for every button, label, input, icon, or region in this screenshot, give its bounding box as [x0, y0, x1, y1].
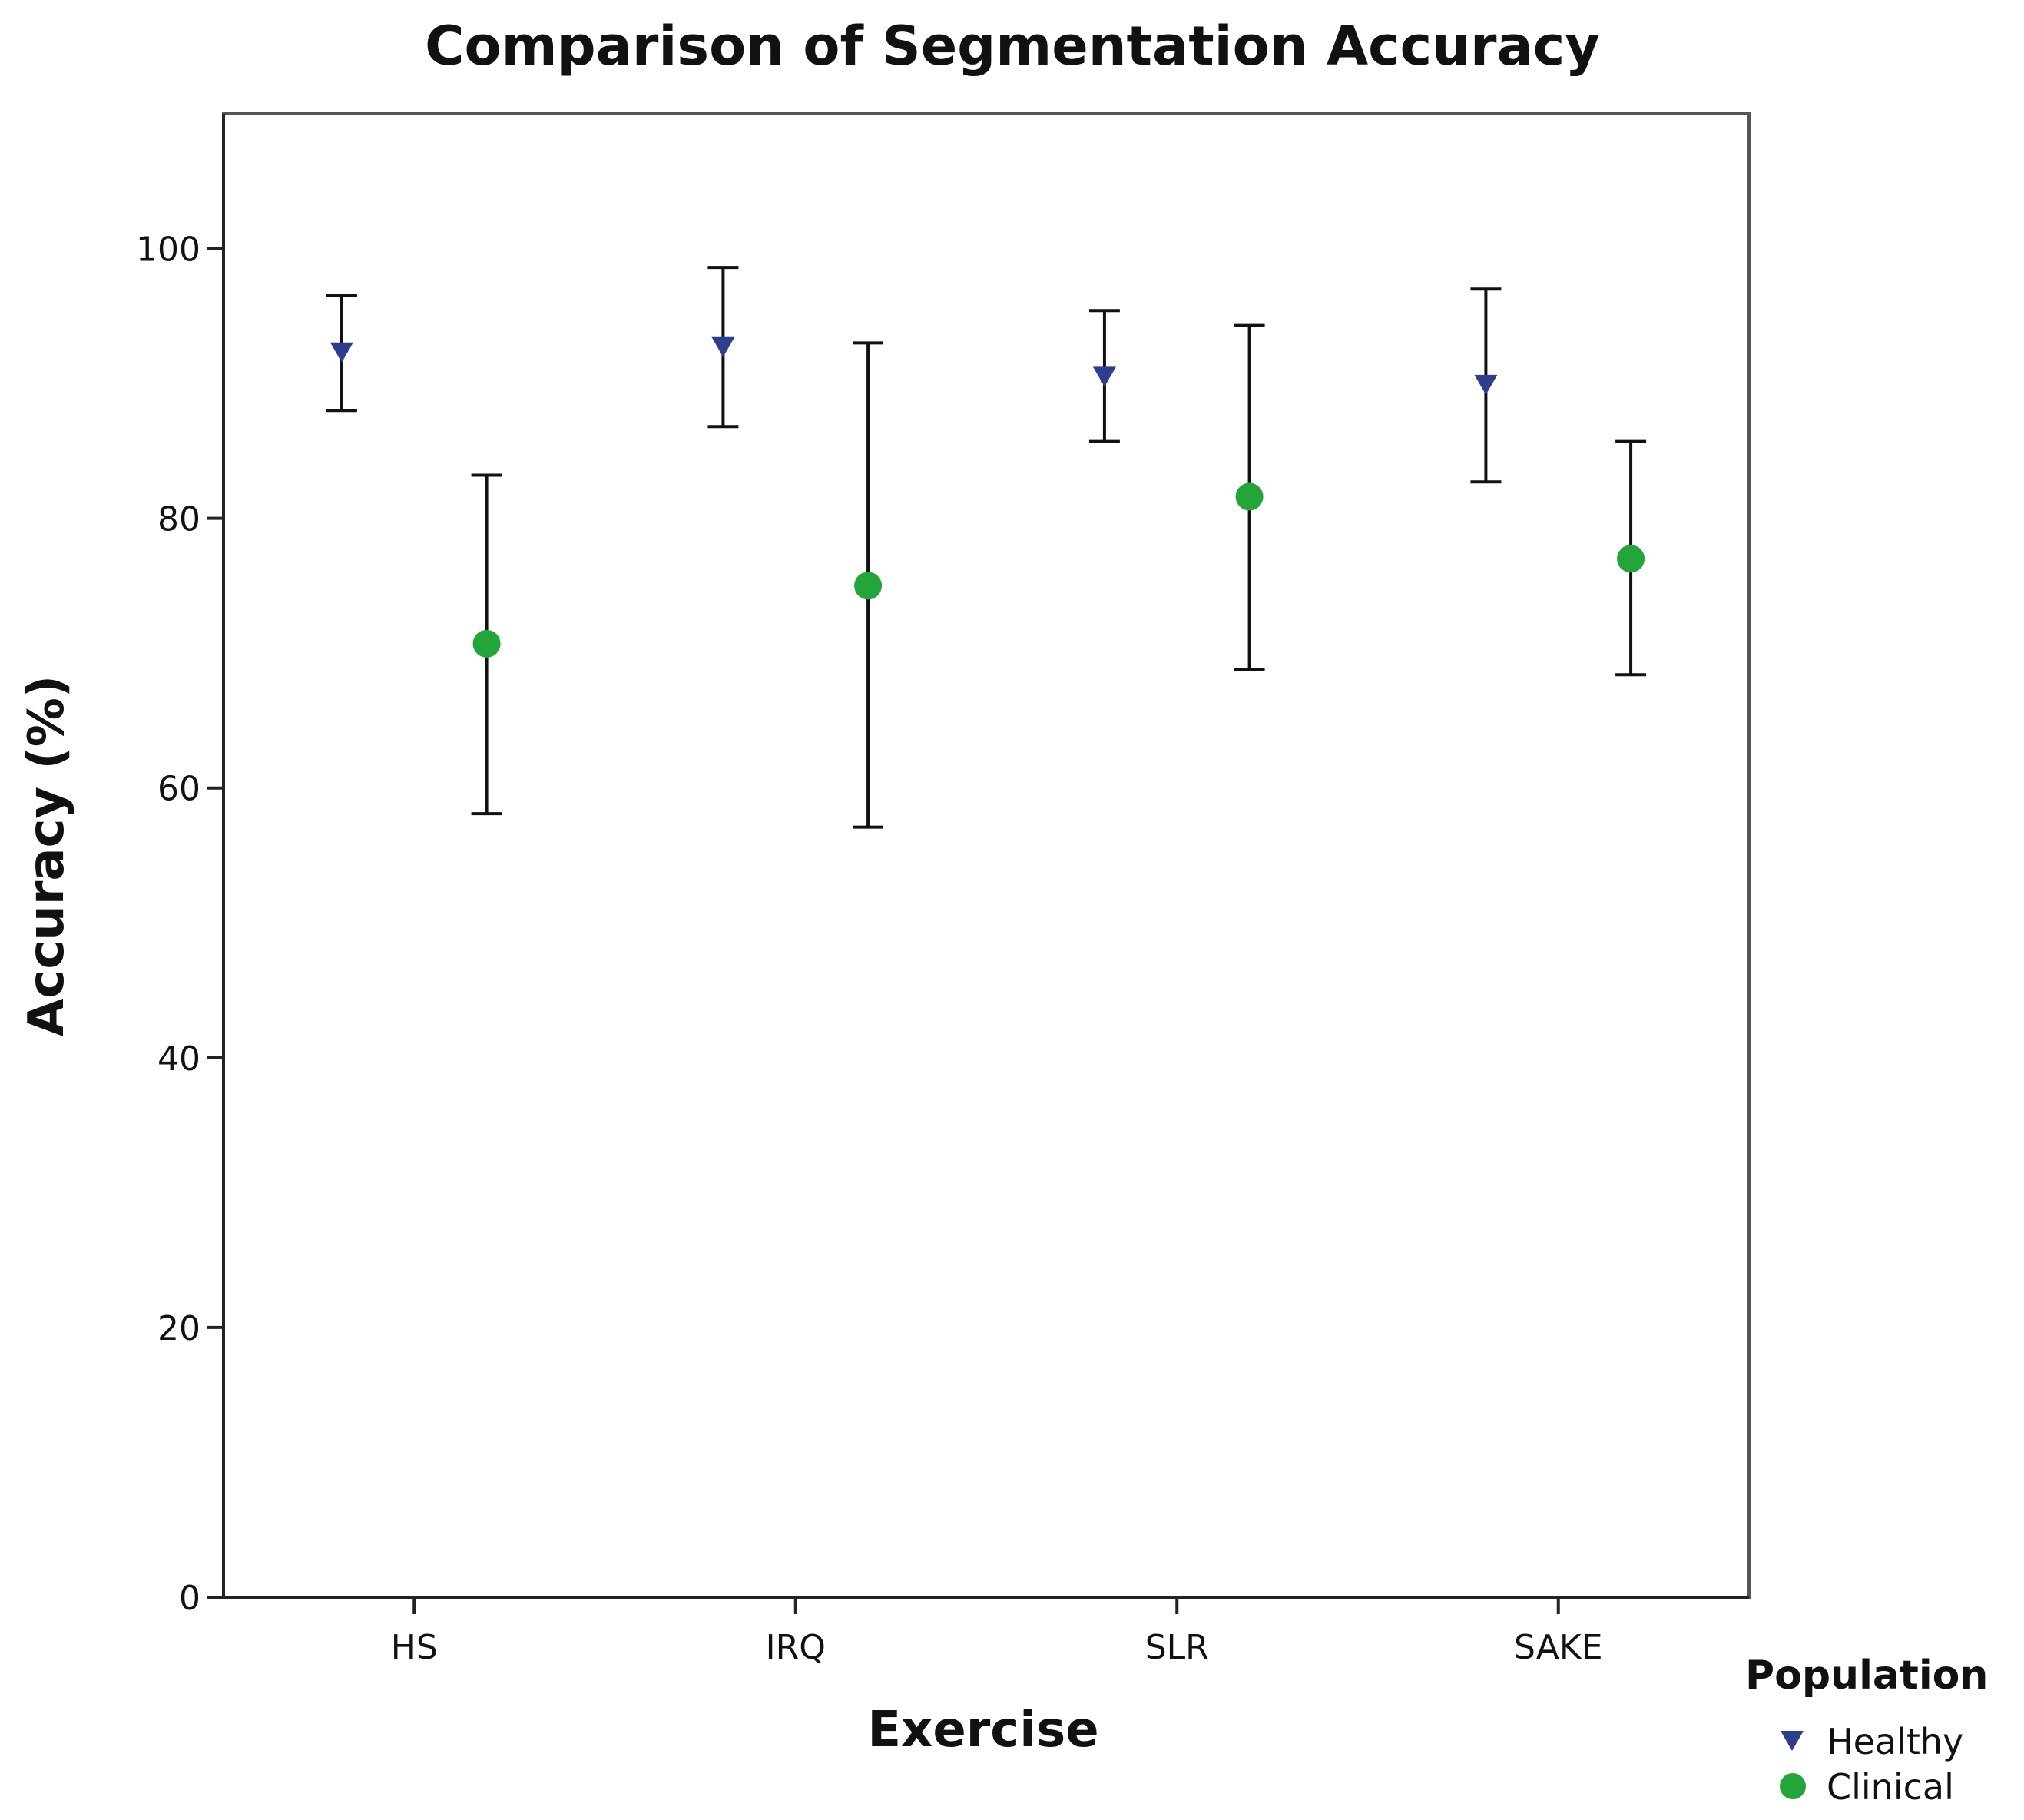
point-clinical-sake — [1617, 545, 1645, 573]
point-healthy-slr — [1092, 366, 1116, 387]
x-tick-label-irq: IRQ — [766, 1628, 826, 1667]
x-tick-label-hs: HS — [391, 1628, 438, 1667]
legend-label-clinical: Clinical — [1827, 1766, 1954, 1808]
y-tick-label: 100 — [136, 230, 200, 270]
legend: Population Healthy Clinical — [1745, 1653, 1988, 1808]
y-tick-label: 0 — [179, 1579, 200, 1618]
plot-frame — [222, 112, 1751, 1599]
chart-title: Comparison of Segmentation Accuracy — [425, 15, 1600, 78]
legend-healthy-marker-icon — [1781, 1731, 1804, 1751]
point-healthy-irq — [711, 336, 735, 357]
y-tick-label: 80 — [157, 500, 200, 539]
y-tick-label: 40 — [157, 1039, 200, 1079]
y-axis-ticks: 0 20 40 60 80 100 — [136, 230, 224, 1618]
x-tick-label-sake: SAKE — [1514, 1628, 1603, 1667]
point-healthy-sake — [1474, 374, 1498, 395]
legend-label-healthy: Healthy — [1827, 1721, 1963, 1762]
legend-title: Population — [1745, 1653, 1988, 1699]
point-clinical-irq — [854, 572, 883, 600]
x-axis-ticks: HS IRQ SLR SAKE — [391, 1597, 1603, 1667]
point-clinical-hs — [472, 629, 501, 658]
data-marks — [326, 266, 1647, 829]
y-axis-label: Accuracy (%) — [18, 675, 75, 1036]
x-tick-label-slr: SLR — [1145, 1628, 1209, 1667]
point-healthy-hs — [330, 342, 353, 363]
point-clinical-slr — [1235, 482, 1264, 511]
y-tick-label: 60 — [157, 770, 200, 809]
y-tick-label: 20 — [157, 1309, 200, 1348]
legend-clinical-marker-icon — [1780, 1773, 1806, 1799]
x-axis-label: Exercise — [867, 1702, 1098, 1759]
